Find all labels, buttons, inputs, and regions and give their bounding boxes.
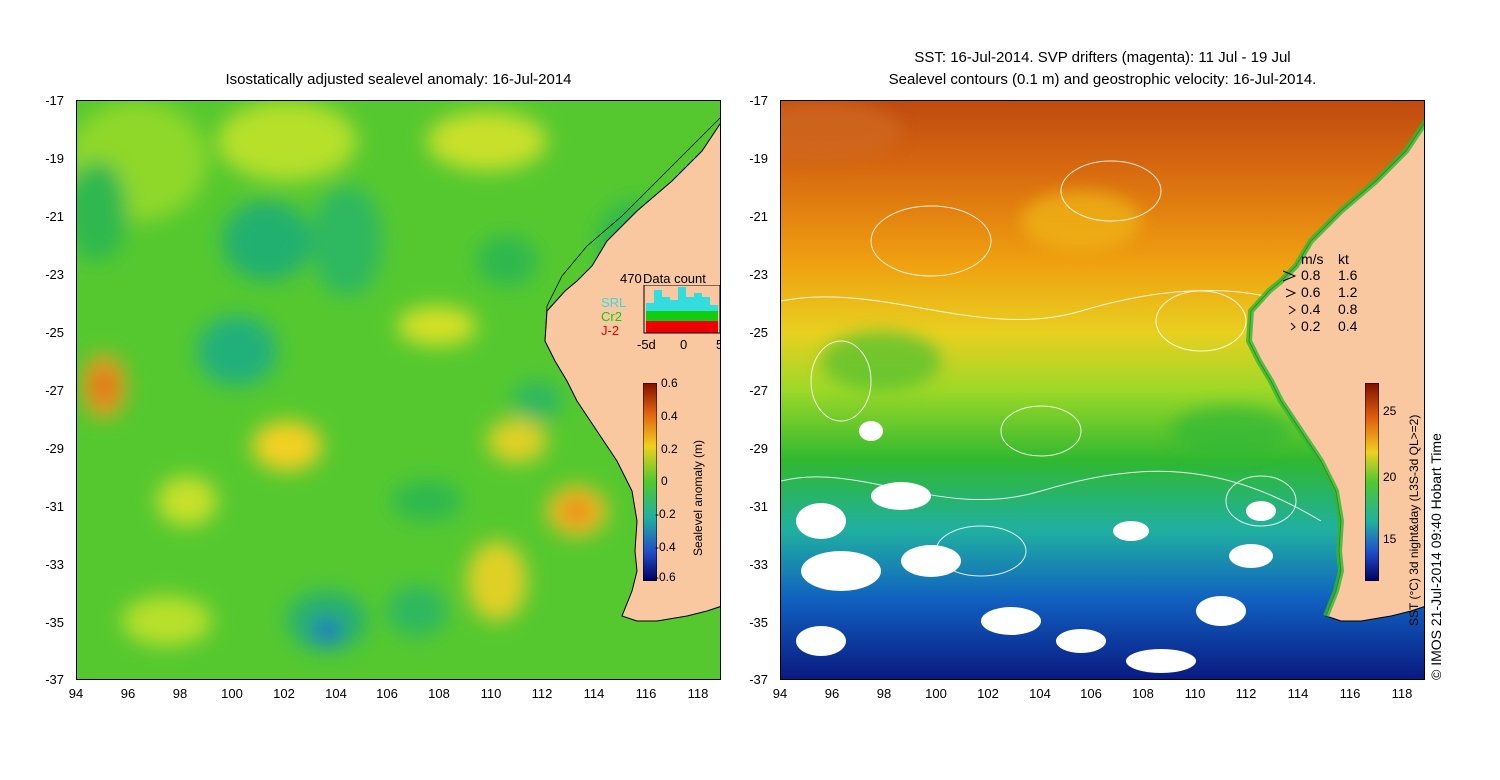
sla-colorbar-tick-0: 0.6 xyxy=(661,376,678,390)
data-count-max-label: 470 xyxy=(620,271,642,286)
sst-colorbar-tick-20: 20 xyxy=(1383,470,1397,484)
sst-colorbar xyxy=(1365,383,1379,581)
sealevel-colorbar xyxy=(643,383,657,581)
right-xtick: 116 xyxy=(1339,686,1361,701)
data-count-xtick-zero: 0 xyxy=(680,337,688,352)
right-ytick: -29 xyxy=(749,441,768,456)
velocity-legend-header-ms: m/s xyxy=(1301,251,1324,267)
left-ytick: -31 xyxy=(45,499,64,514)
velocity-legend-ms-3: 0.2 xyxy=(1301,318,1321,334)
left-ytick: -37 xyxy=(45,672,64,687)
sst-colorbar-tick-15: 15 xyxy=(1383,532,1397,546)
left-ytick: -21 xyxy=(45,209,64,224)
imos-copyright: © IMOS 21-Jul-2014 09:40 Hobart Time xyxy=(1428,433,1444,680)
sla-colorbar-tick-1: 0.4 xyxy=(661,409,678,423)
data-count-source-cr2: Cr2 xyxy=(601,309,622,324)
right-xtick: 112 xyxy=(1235,686,1257,701)
data-count-title: Data count xyxy=(643,271,706,286)
right-xtick: 94 xyxy=(772,686,788,701)
australia-coastline xyxy=(544,123,720,622)
sla-colorbar-tick-6: -0.6 xyxy=(655,570,676,584)
left-xtick: 116 xyxy=(635,686,657,701)
right-xtick: 96 xyxy=(824,686,840,701)
right-ytick: -19 xyxy=(749,151,768,166)
velocity-legend-ms-2: 0.4 xyxy=(1301,301,1321,317)
sla-colorbar-tick-2: 0.2 xyxy=(661,442,678,456)
right-ytick: -25 xyxy=(749,325,768,340)
right-xtick: 104 xyxy=(1029,686,1051,701)
left-ytick: -33 xyxy=(45,557,64,572)
data-count-xtick-end: 5 xyxy=(716,337,720,352)
left-xtick: 110 xyxy=(480,686,502,701)
velocity-legend-ms-0: 0.8 xyxy=(1301,267,1321,283)
left-ytick: -29 xyxy=(45,441,64,456)
sla-colorbar-tick-3: 0 xyxy=(661,474,668,488)
right-ytick: -17 xyxy=(749,93,768,108)
right-ytick: -33 xyxy=(749,557,768,572)
velocity-legend-kt-3: 0.4 xyxy=(1338,318,1358,334)
right-xtick: 118 xyxy=(1391,686,1413,701)
sst-field xyxy=(781,101,1424,679)
velocity-legend-arrows xyxy=(1282,270,1297,331)
left-xtick: 96 xyxy=(120,686,136,701)
right-ytick: -35 xyxy=(749,615,768,630)
left-xtick: 102 xyxy=(273,686,295,701)
left-xtick: 112 xyxy=(531,686,553,701)
velocity-legend-ms-1: 0.6 xyxy=(1301,284,1321,300)
left-ytick: -25 xyxy=(45,325,64,340)
velocity-legend-kt-2: 0.8 xyxy=(1338,301,1358,317)
right-ytick: -21 xyxy=(749,209,768,224)
velocity-legend-header-kt: kt xyxy=(1338,251,1349,267)
left-map-title: Isostatically adjusted sealevel anomaly:… xyxy=(225,71,572,88)
left-ytick: -27 xyxy=(45,383,64,398)
left-xtick: 94 xyxy=(68,686,84,701)
right-ytick: -27 xyxy=(749,383,768,398)
data-count-source-srl: SRL xyxy=(601,295,627,310)
sst-colorbar-tick-25: 25 xyxy=(1383,404,1397,418)
right-xtick: 114 xyxy=(1287,686,1309,701)
left-xtick: 106 xyxy=(376,686,398,701)
right-ytick: -37 xyxy=(749,672,768,687)
sealevel-anomaly-field xyxy=(77,101,720,679)
right-ytick: -23 xyxy=(749,267,768,282)
sla-colorbar-tick-4: -0.2 xyxy=(655,507,676,521)
cloud-mask xyxy=(796,421,1276,673)
left-xtick: 108 xyxy=(428,686,450,701)
right-map-title-line1: SST: 16-Jul-2014. SVP drifters (magenta)… xyxy=(914,49,1291,66)
left-ytick: -17 xyxy=(45,93,64,108)
sla-colorbar-tick-5: -0.4 xyxy=(655,540,676,554)
right-xtick: 98 xyxy=(876,686,892,701)
right-xtick: 102 xyxy=(977,686,999,701)
data-count-bars xyxy=(646,287,718,333)
left-ytick: -23 xyxy=(45,267,64,282)
left-ytick: -35 xyxy=(45,615,64,630)
left-xtick: 100 xyxy=(221,686,243,701)
right-map-title-line2: Sealevel contours (0.1 m) and geostrophi… xyxy=(888,71,1317,88)
right-ytick: -31 xyxy=(749,499,768,514)
sealevel-anomaly-map: 470 Data count SRL Cr2 J-2 -5d 0 5 xyxy=(76,100,721,680)
left-xtick: 98 xyxy=(172,686,188,701)
right-xtick: 106 xyxy=(1080,686,1102,701)
left-xtick: 118 xyxy=(687,686,709,701)
right-xtick: 110 xyxy=(1184,686,1206,701)
velocity-legend-kt-1: 1.2 xyxy=(1338,284,1358,300)
sla-colorbar-label: Sealevel anomaly (m) xyxy=(691,439,705,556)
velocity-legend-kt-0: 1.6 xyxy=(1338,267,1358,283)
left-xtick: 104 xyxy=(325,686,347,701)
data-count-source-j2: J-2 xyxy=(601,323,620,338)
sst-map: m/s kt 0.8 1.6 0.6 1.2 0.4 0.8 0.2 0.4 2… xyxy=(780,100,1425,680)
left-ytick: -19 xyxy=(45,151,64,166)
right-xtick: 100 xyxy=(925,686,947,701)
data-count-histogram xyxy=(643,285,720,334)
sst-colorbar-label: SST (°C) 3d night&day (L3S-3d QL>=2) xyxy=(1407,414,1421,626)
left-xtick: 114 xyxy=(583,686,605,701)
right-xtick: 108 xyxy=(1132,686,1154,701)
data-count-xtick-start: -5d xyxy=(637,337,656,352)
